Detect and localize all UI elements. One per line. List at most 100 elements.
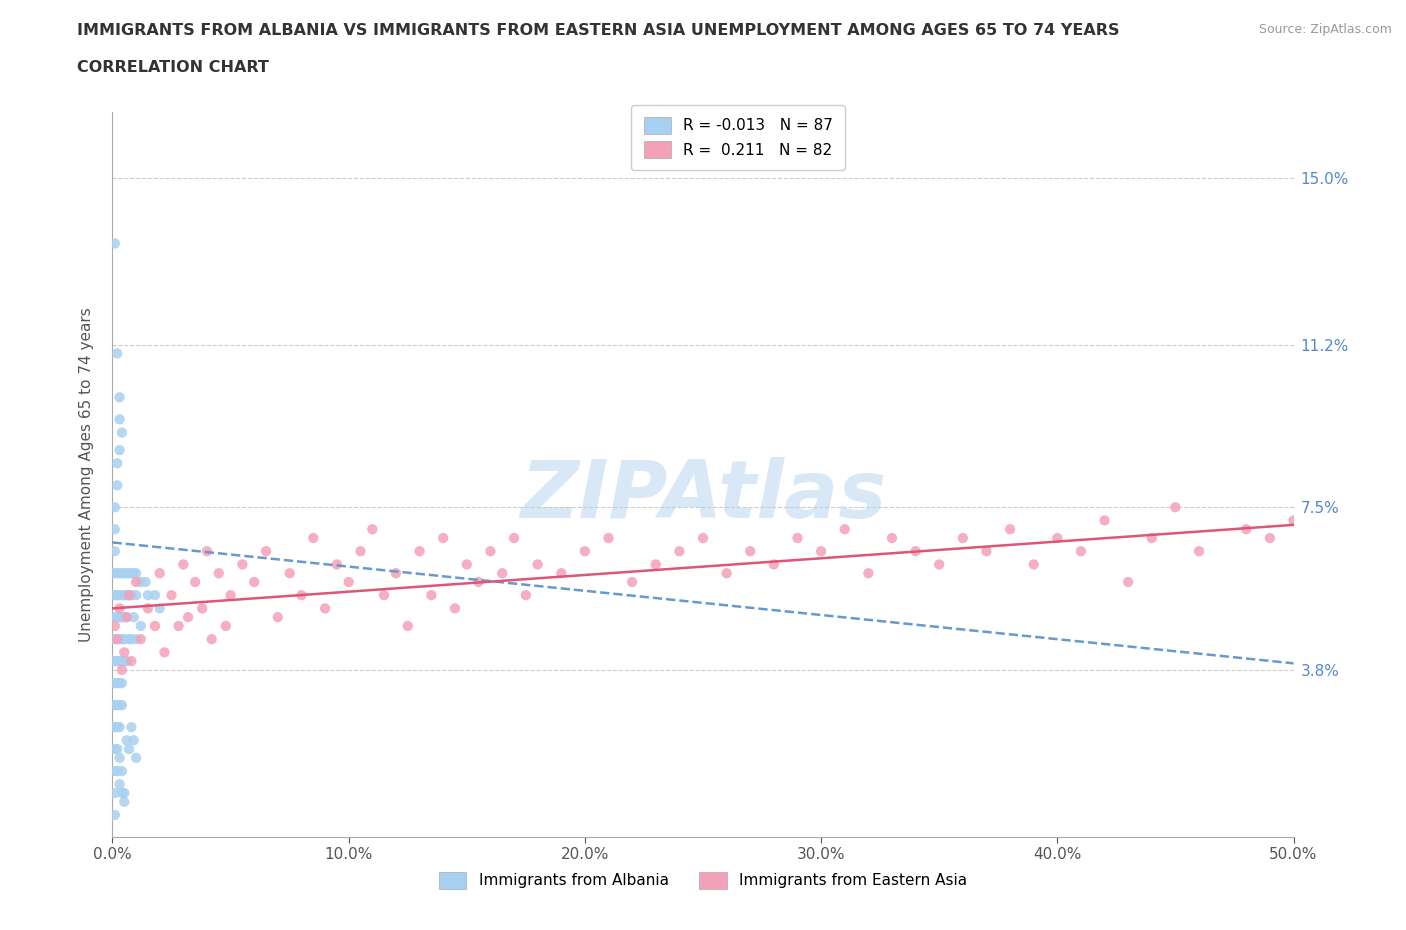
Point (118, 631, 141, 646)
Point (105, 720, 128, 735)
Point (105, 698, 128, 712)
Point (115, 565, 138, 580)
Point (167, 618, 190, 633)
Point (108, 654, 131, 669)
Point (136, 601, 159, 616)
Point (129, 631, 152, 646)
Point (432, 531, 454, 546)
Point (692, 531, 714, 546)
Point (184, 575, 207, 590)
Point (105, 346, 128, 361)
Point (108, 676, 131, 691)
Point (105, 456, 128, 471)
Legend: Immigrants from Albania, Immigrants from Eastern Asia: Immigrants from Albania, Immigrants from… (433, 866, 973, 895)
Point (136, 588, 159, 603)
Point (998, 522, 1021, 537)
Point (621, 575, 644, 590)
Point (129, 618, 152, 633)
Point (104, 676, 127, 691)
Point (1164, 499, 1187, 514)
Point (125, 575, 148, 590)
Point (149, 601, 172, 616)
Point (105, 631, 128, 646)
Point (1046, 531, 1069, 546)
Point (444, 601, 467, 616)
Point (904, 544, 927, 559)
Point (219, 588, 242, 603)
Point (598, 531, 620, 546)
Point (104, 588, 127, 603)
Point (104, 610, 127, 625)
Point (420, 588, 443, 603)
Point (668, 544, 690, 559)
Point (1258, 531, 1281, 546)
Point (1070, 544, 1092, 559)
Point (361, 522, 384, 537)
Point (104, 807, 127, 822)
Point (104, 236, 127, 251)
Point (105, 588, 128, 603)
Point (108, 443, 131, 458)
Point (740, 544, 762, 559)
Point (396, 618, 419, 633)
Point (810, 544, 832, 559)
Point (115, 610, 138, 625)
Point (143, 618, 166, 633)
Point (125, 751, 148, 765)
Point (349, 544, 371, 559)
Point (1234, 522, 1257, 537)
Point (195, 544, 218, 559)
Point (111, 676, 134, 691)
Point (112, 794, 135, 809)
Point (503, 531, 526, 546)
Point (108, 390, 131, 405)
Point (120, 720, 142, 735)
Point (118, 588, 141, 603)
Point (108, 610, 131, 625)
Point (928, 557, 950, 572)
Point (111, 588, 134, 603)
Point (104, 741, 127, 756)
Point (115, 610, 138, 625)
Point (104, 618, 127, 633)
Point (231, 557, 253, 572)
Point (290, 588, 312, 603)
Point (143, 588, 166, 603)
Point (550, 565, 572, 580)
Point (153, 644, 176, 659)
Point (125, 588, 148, 603)
Point (1282, 513, 1305, 528)
Point (108, 698, 131, 712)
Point (112, 610, 135, 625)
Point (149, 565, 172, 580)
Point (191, 601, 214, 616)
Point (111, 610, 134, 625)
Point (112, 631, 135, 646)
Point (125, 631, 148, 646)
Point (858, 565, 880, 580)
Point (108, 412, 131, 427)
Point (1116, 575, 1139, 590)
Point (111, 654, 134, 669)
Point (254, 544, 277, 559)
Point (111, 698, 134, 712)
Point (104, 522, 127, 537)
Point (108, 777, 131, 791)
Point (456, 557, 478, 572)
Point (111, 764, 134, 778)
Point (644, 557, 666, 572)
Point (125, 565, 148, 580)
Point (111, 425, 134, 440)
Point (105, 610, 128, 625)
Point (976, 544, 998, 559)
Point (135, 575, 157, 590)
Point (267, 610, 290, 625)
Point (104, 631, 127, 646)
Point (115, 588, 138, 603)
Text: CORRELATION CHART: CORRELATION CHART (77, 60, 269, 75)
Point (120, 565, 142, 580)
Point (111, 786, 134, 801)
Point (104, 698, 127, 712)
Point (834, 522, 856, 537)
Text: Source: ZipAtlas.com: Source: ZipAtlas.com (1258, 23, 1392, 36)
